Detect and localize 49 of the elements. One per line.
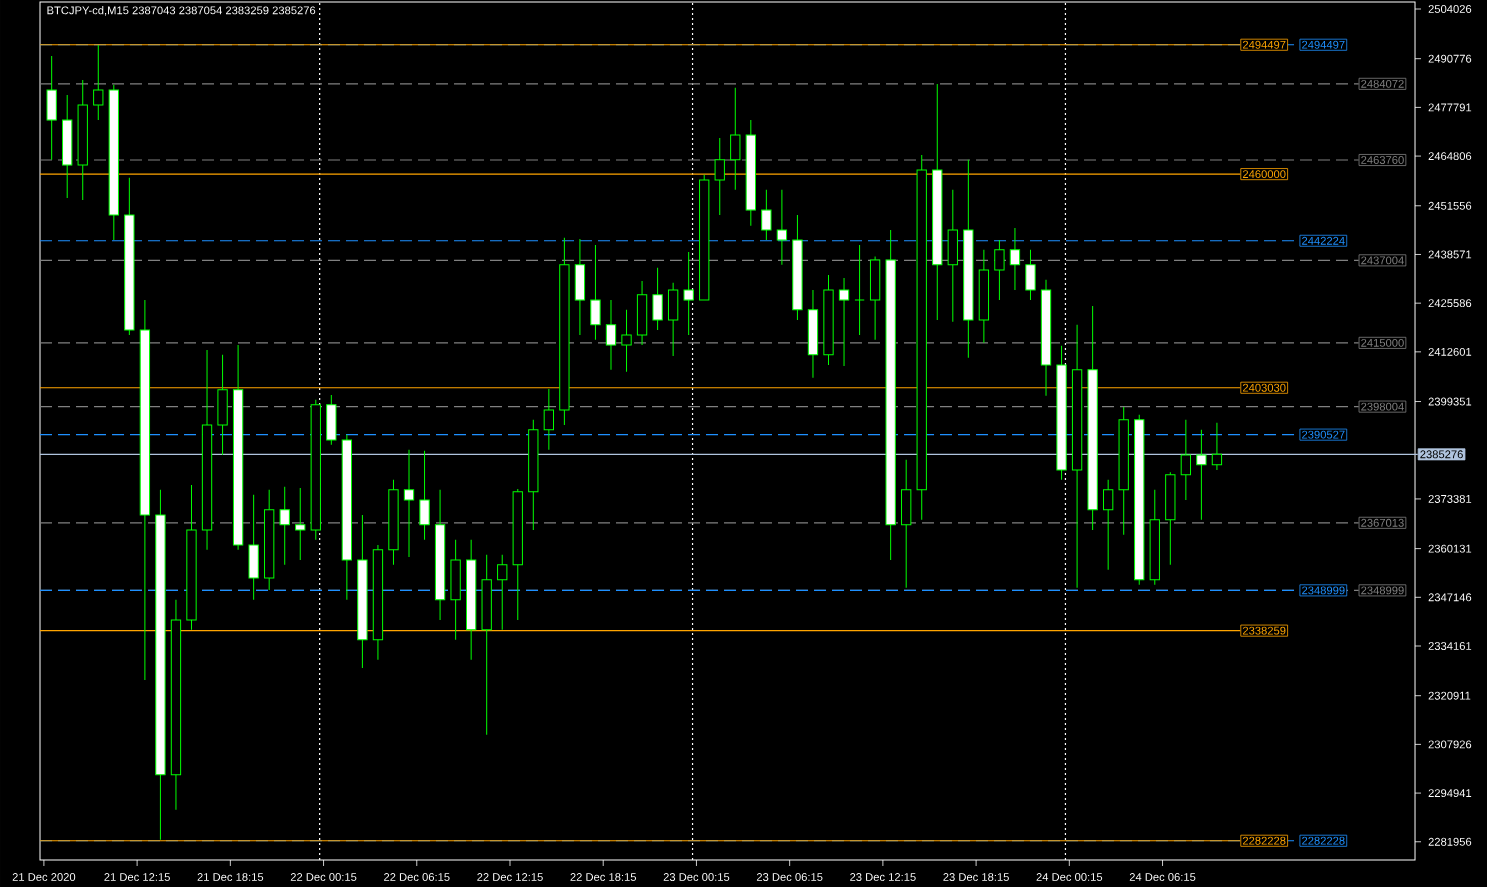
y-tick-label: 2438571	[1428, 250, 1472, 259]
ref-line-label: 2463760	[1361, 156, 1404, 164]
ref-line-label: 2385276	[1420, 450, 1463, 459]
y-tick-label: 2360131	[1428, 544, 1472, 553]
ref-line-label: 2494497	[1242, 40, 1286, 49]
y-tick-label: 2334161	[1428, 642, 1472, 650]
ref-line-label: 2460000	[1242, 170, 1286, 179]
ref-line-label: 2390527	[1302, 430, 1345, 439]
x-tick-label: 22 Dec 00:15	[290, 873, 357, 881]
x-tick-label: 24 Dec 00:15	[1036, 873, 1103, 881]
x-tick-label: 23 Dec 18:15	[943, 873, 1009, 881]
y-tick-label: 2412601	[1428, 347, 1472, 356]
y-tick-label: 2490776	[1428, 54, 1472, 63]
y-tick-label: 2477791	[1428, 103, 1472, 112]
y-tick-label: 2373381	[1428, 494, 1472, 503]
y-tick-label: 2320911	[1428, 691, 1471, 700]
y-tick-label: 2307926	[1428, 740, 1472, 749]
x-tick-label: 21 Dec 2020	[12, 873, 76, 881]
ref-line-label: 2494497	[1302, 40, 1345, 49]
ref-line-label: 2415000	[1361, 338, 1404, 347]
x-tick-label: 23 Dec 06:15	[756, 873, 823, 881]
y-tick-label: 2425586	[1428, 299, 1472, 308]
ref-line-label: 2484072	[1361, 79, 1404, 88]
x-tick-label: 22 Dec 12:15	[477, 873, 543, 881]
ref-line-label: 2403030	[1242, 383, 1286, 392]
ref-line-label: 2348999	[1361, 586, 1404, 595]
x-tick-label: 23 Dec 12:15	[850, 873, 916, 881]
ref-line-label: 2442224	[1302, 236, 1345, 245]
x-tick-label: 21 Dec 18:15	[197, 873, 264, 881]
y-tick-label: 2464806	[1428, 152, 1472, 161]
ref-line-label: 2282228	[1242, 836, 1286, 845]
ref-line-label: 2348999	[1302, 586, 1345, 595]
y-tick-label: 2451556	[1428, 201, 1472, 210]
x-tick-label: 22 Dec 06:15	[384, 873, 450, 881]
x-tick-label: 21 Dec 12:15	[104, 873, 170, 881]
ref-line-label: 2338259	[1242, 626, 1286, 635]
x-tick-label: 24 Dec 06:15	[1129, 873, 1196, 881]
ref-line-label: 2282228	[1302, 836, 1345, 845]
y-tick-label: 2294941	[1428, 789, 1472, 798]
y-tick-label: 2504026	[1428, 5, 1472, 13]
x-tick-label: 23 Dec 00:15	[663, 873, 730, 881]
y-tick-label: 2347146	[1428, 593, 1472, 602]
ref-line-label: 2437004	[1361, 256, 1404, 265]
x-tick-label: 22 Dec 18:15	[570, 873, 637, 881]
y-tick-label: 2281956	[1428, 837, 1472, 846]
chart-title: BTCJPY-cd,M15 2387043 2387054 2383259 2385276	[47, 6, 316, 16]
ref-line-label: 2398004	[1361, 402, 1404, 411]
y-tick-label: 2399351	[1428, 397, 1472, 406]
ref-line-label: 2367013	[1361, 518, 1404, 527]
